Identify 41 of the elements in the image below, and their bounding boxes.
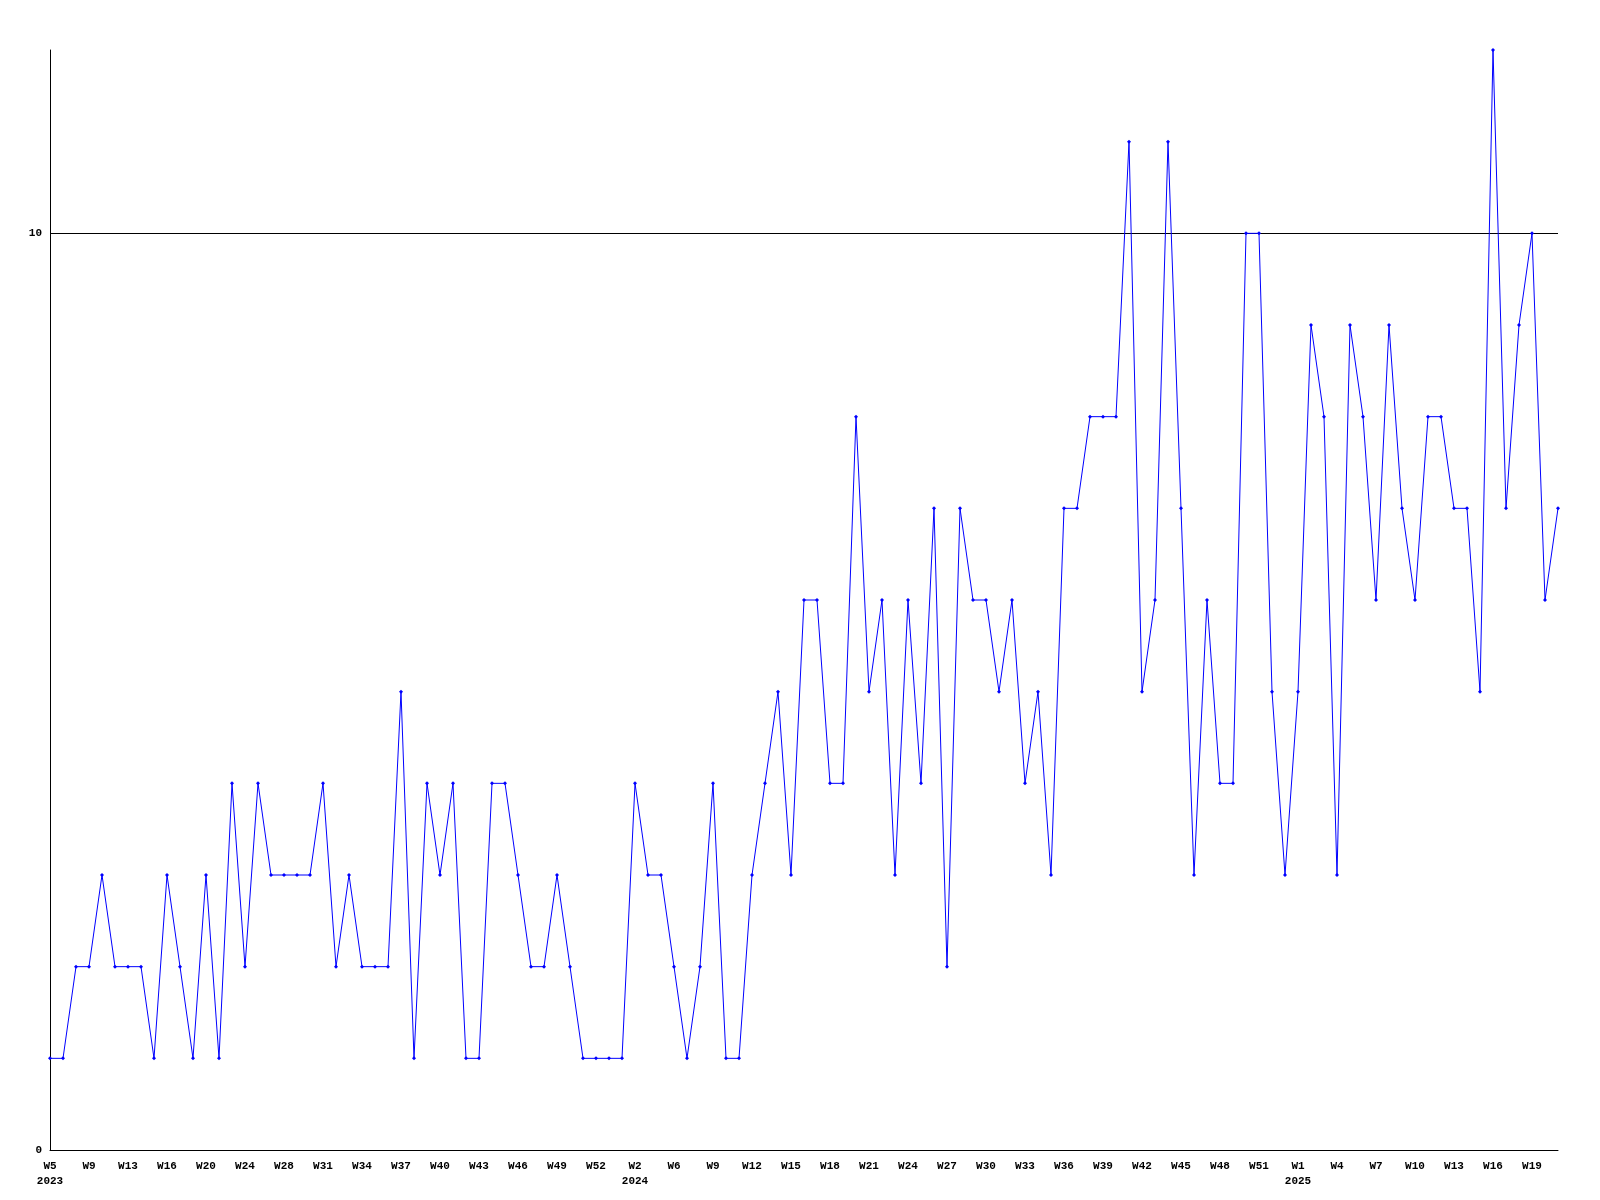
x-tick-label: W18	[820, 1159, 841, 1172]
x-tick-label: W30	[976, 1159, 996, 1172]
x-tick-label: W42	[1132, 1159, 1152, 1172]
x-tick-label: W16	[1483, 1159, 1503, 1172]
x-tick-label: W24	[898, 1159, 919, 1172]
x-tick-label: W19	[1522, 1159, 1542, 1172]
x-tick-label: W10	[1405, 1159, 1425, 1172]
x-tick-label: W37	[391, 1159, 411, 1172]
x-tick-label: W24	[235, 1159, 256, 1172]
x-tick-label: W48	[1210, 1159, 1231, 1172]
x-tick-label: W13	[1444, 1159, 1465, 1172]
x-tick-label: W21	[859, 1159, 880, 1172]
x-tick-label: W9	[706, 1159, 720, 1172]
x-tick-label: W34	[352, 1159, 373, 1172]
x-tick-label: W7	[1369, 1159, 1383, 1172]
x-tick-label: W13	[118, 1159, 139, 1172]
x-tick-label: W6	[667, 1159, 681, 1172]
x-tick-label: W33	[1015, 1159, 1036, 1172]
x-tick-label: W39	[1093, 1159, 1113, 1172]
x-tick-label: W4	[1330, 1159, 1344, 1172]
y-tick-label: 0	[35, 1144, 42, 1156]
x-tick-label: W15	[781, 1159, 802, 1172]
x-tick-label: W16	[157, 1159, 177, 1172]
x-tick-label: W51	[1249, 1159, 1270, 1172]
x-tick-label: W9	[82, 1159, 96, 1172]
x-tick-label: W20	[196, 1159, 216, 1172]
x-tick-label: W40	[430, 1159, 450, 1172]
x-tick-label: W52	[586, 1159, 606, 1172]
y-tick-label: 10	[28, 227, 42, 240]
x-tick-label: W12	[742, 1159, 762, 1172]
x-tick-label: W43	[469, 1159, 490, 1172]
x-tick-label: W5 2023	[36, 1159, 64, 1187]
x-tick-label: W46	[508, 1159, 528, 1172]
x-tick-label: W45	[1171, 1159, 1192, 1172]
x-tick-label: W36	[1054, 1159, 1074, 1172]
x-tick-label: W2 2024	[621, 1159, 649, 1187]
x-tick-label: W1 2025	[1284, 1159, 1312, 1187]
x-tick-label: W31	[313, 1159, 334, 1172]
x-tick-label: W49	[547, 1159, 567, 1172]
x-tick-label: W28	[274, 1159, 295, 1172]
x-tick-label: W27	[937, 1159, 957, 1172]
